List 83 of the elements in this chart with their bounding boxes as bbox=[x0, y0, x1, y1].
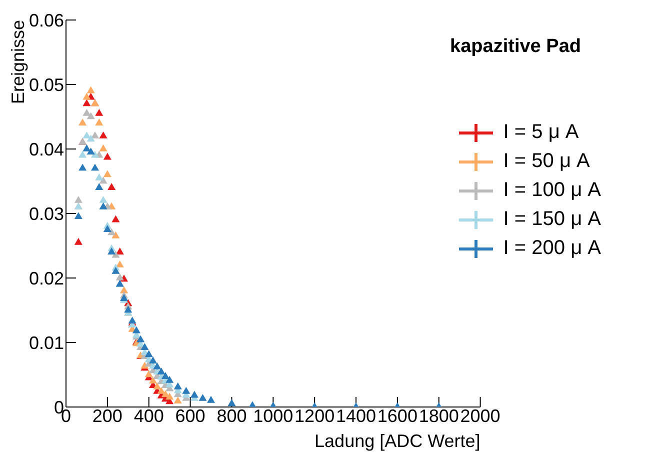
point bbox=[144, 350, 153, 358]
point bbox=[108, 248, 116, 255]
y-tick-label: 0.02 bbox=[28, 268, 64, 288]
y-tick-label: 0.03 bbox=[28, 204, 64, 224]
x-tick-label: 1600 bbox=[377, 406, 418, 426]
point bbox=[78, 150, 87, 158]
point bbox=[95, 118, 104, 126]
point bbox=[132, 326, 140, 334]
x-tick-label: 400 bbox=[134, 406, 164, 426]
point bbox=[78, 118, 87, 126]
x-axis-title: Ladung [ADC Werte] bbox=[314, 431, 480, 451]
point bbox=[116, 273, 124, 280]
x-tick-label: 600 bbox=[175, 406, 206, 426]
point bbox=[78, 164, 87, 171]
point bbox=[124, 306, 132, 313]
point bbox=[206, 396, 216, 403]
x-tick-label: 1200 bbox=[294, 406, 335, 426]
point bbox=[103, 224, 112, 232]
point bbox=[86, 148, 95, 155]
legend-label: I = 50 μ A bbox=[503, 150, 590, 173]
point bbox=[95, 183, 104, 190]
point bbox=[99, 202, 108, 210]
point bbox=[82, 108, 91, 116]
point bbox=[99, 144, 108, 152]
y-tick-label: 0.01 bbox=[28, 332, 64, 353]
point bbox=[108, 183, 116, 190]
point bbox=[228, 399, 236, 406]
point bbox=[99, 176, 108, 184]
point bbox=[99, 131, 108, 138]
point bbox=[74, 238, 82, 245]
point bbox=[74, 212, 82, 220]
point bbox=[116, 260, 124, 268]
point bbox=[116, 248, 124, 255]
point bbox=[86, 112, 95, 120]
point bbox=[140, 343, 149, 350]
point bbox=[90, 150, 100, 158]
point bbox=[157, 386, 166, 394]
x-tick-label: 1400 bbox=[336, 406, 376, 426]
point bbox=[82, 99, 91, 106]
legend-label: I = 150 μ A bbox=[503, 208, 601, 231]
point bbox=[174, 396, 182, 404]
text: kapazitive Pad bbox=[450, 36, 581, 58]
point bbox=[90, 164, 100, 171]
x-tick-label: 1000 bbox=[253, 406, 294, 426]
point bbox=[144, 370, 153, 378]
point bbox=[99, 196, 108, 203]
point bbox=[161, 372, 170, 380]
point bbox=[103, 170, 112, 178]
point bbox=[153, 382, 162, 390]
point bbox=[86, 134, 95, 142]
point bbox=[148, 356, 158, 364]
y-tick-label: 0.06 bbox=[28, 10, 64, 30]
x-tick-label: 800 bbox=[216, 406, 247, 426]
point bbox=[112, 215, 120, 222]
point bbox=[74, 196, 82, 203]
point bbox=[95, 108, 104, 116]
point bbox=[190, 390, 198, 398]
point bbox=[82, 144, 91, 152]
point bbox=[166, 376, 174, 383]
point bbox=[82, 131, 91, 138]
point bbox=[153, 362, 162, 370]
point bbox=[136, 335, 145, 342]
x-tick-label: 2000 bbox=[460, 406, 500, 426]
legend-label: I = 5 μ A bbox=[503, 121, 579, 144]
point bbox=[198, 394, 207, 401]
legend-label: I = 200 μ A bbox=[503, 237, 601, 260]
point bbox=[112, 266, 120, 274]
point bbox=[166, 392, 174, 400]
legend-label: I = 100 μ A bbox=[503, 179, 601, 202]
point bbox=[182, 386, 190, 394]
x-tick-label: 1800 bbox=[418, 406, 459, 426]
y-tick-label: 0.04 bbox=[28, 139, 64, 160]
x-tick-label: 200 bbox=[92, 406, 122, 426]
y-tick-label: 0.05 bbox=[28, 74, 64, 95]
point bbox=[157, 368, 166, 374]
point bbox=[148, 376, 158, 384]
point bbox=[95, 173, 104, 180]
point bbox=[86, 86, 95, 94]
point bbox=[82, 92, 91, 100]
point bbox=[112, 231, 120, 238]
point bbox=[103, 152, 112, 160]
point bbox=[174, 382, 182, 390]
y-axis-title: Ereignisse bbox=[8, 20, 28, 104]
